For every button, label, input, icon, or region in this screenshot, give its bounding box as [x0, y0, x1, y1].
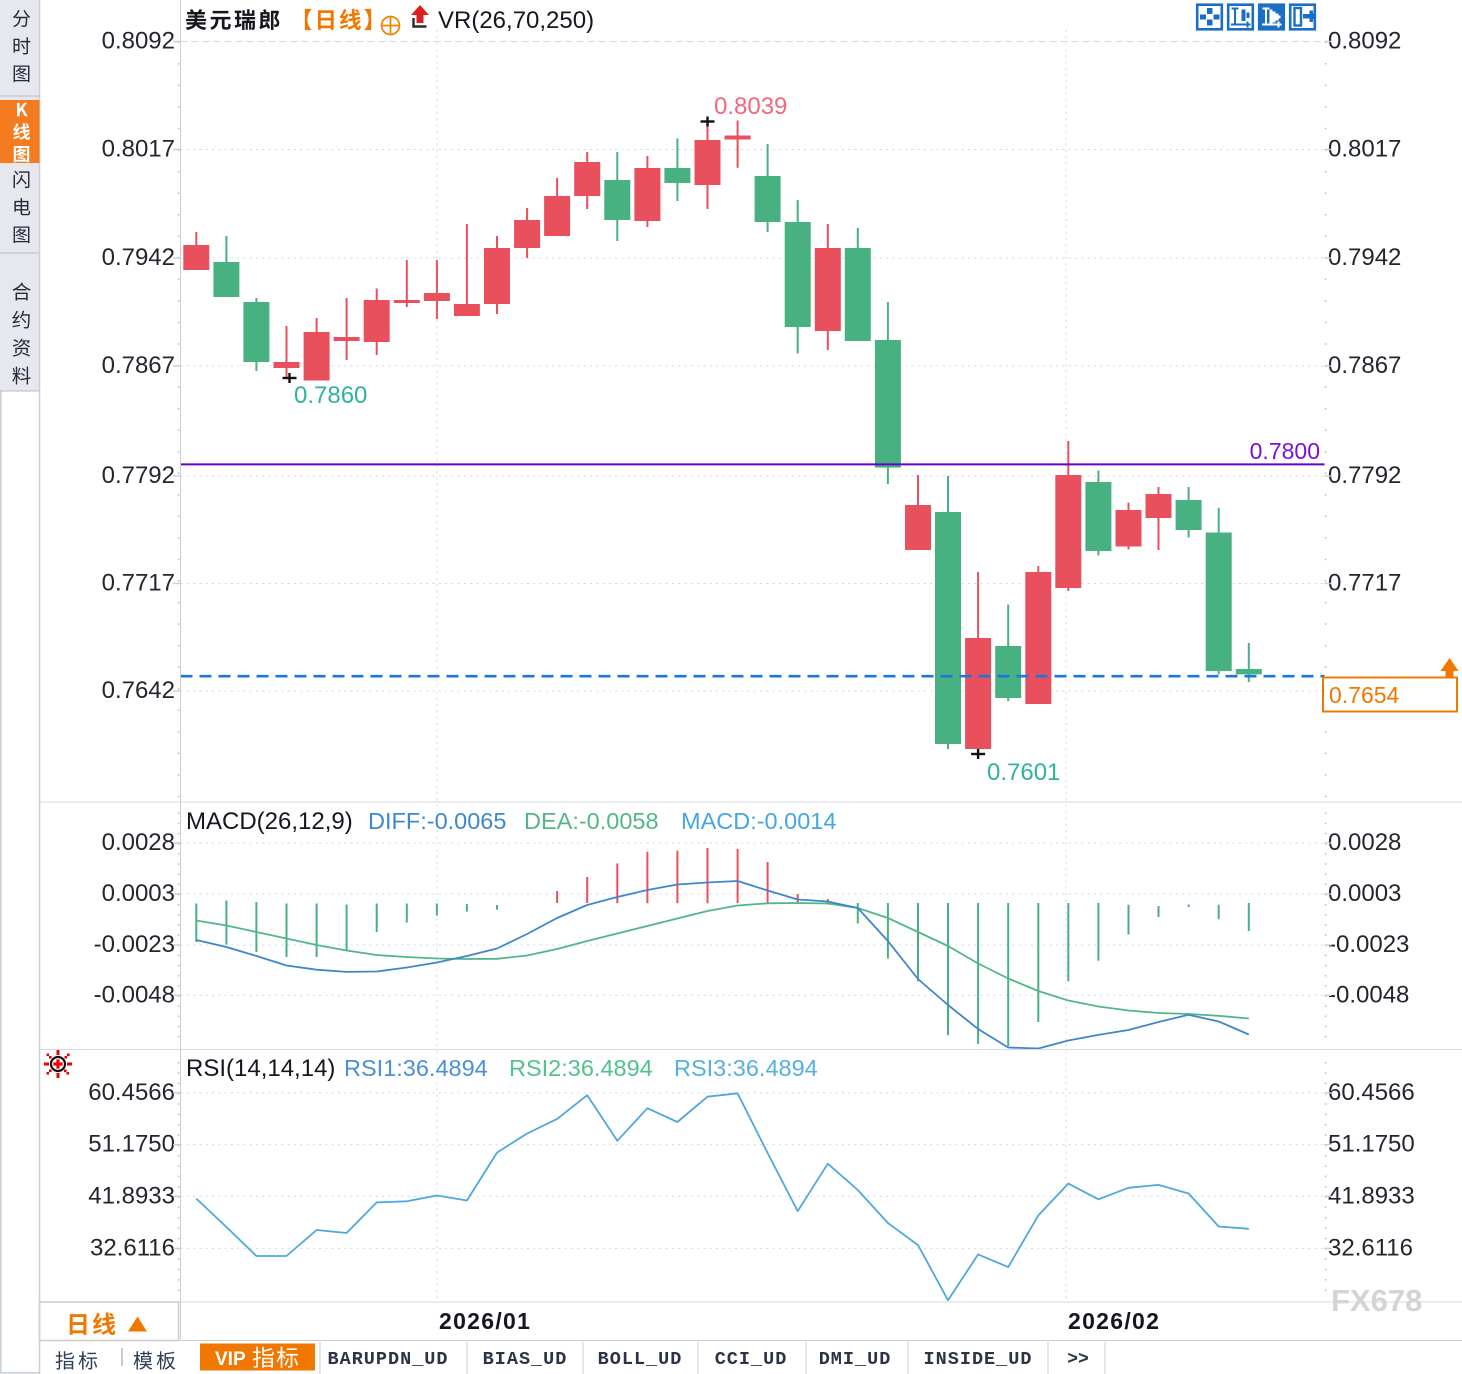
svg-text:MACD:-0.0014: MACD:-0.0014 — [681, 808, 836, 834]
svg-text:41.8933: 41.8933 — [1328, 1182, 1415, 1209]
svg-text:>>: >> — [1067, 1350, 1089, 1370]
svg-text:2026/01: 2026/01 — [439, 1308, 531, 1334]
svg-text:32.6116: 32.6116 — [1328, 1234, 1413, 1261]
svg-text:0.7601: 0.7601 — [987, 759, 1060, 786]
svg-text:0.7942: 0.7942 — [102, 244, 175, 271]
svg-text:32.6116: 32.6116 — [90, 1234, 175, 1261]
svg-text:RSI(14,14,14): RSI(14,14,14) — [186, 1055, 335, 1082]
svg-text:VR(26,70,250): VR(26,70,250) — [438, 7, 594, 34]
svg-text:0.0003: 0.0003 — [1328, 880, 1401, 907]
svg-text:DEA:-0.0058: DEA:-0.0058 — [524, 808, 659, 834]
svg-text:RSI3:36.4894: RSI3:36.4894 — [674, 1055, 818, 1081]
svg-text:RSI1:36.4894: RSI1:36.4894 — [344, 1055, 488, 1081]
svg-text:0.7654: 0.7654 — [1329, 682, 1400, 708]
svg-text:0.7860: 0.7860 — [294, 382, 367, 409]
svg-text:BIAS_UD: BIAS_UD — [483, 1349, 568, 1370]
svg-text:0.0028: 0.0028 — [102, 829, 175, 856]
svg-text:41.8933: 41.8933 — [88, 1182, 175, 1209]
svg-text:-0.0048: -0.0048 — [94, 981, 175, 1008]
svg-text:60.4566: 60.4566 — [1328, 1079, 1415, 1106]
svg-text:0.7717: 0.7717 — [102, 570, 175, 597]
svg-text:0.7942: 0.7942 — [1328, 244, 1401, 271]
svg-text:0.7792: 0.7792 — [102, 462, 175, 489]
svg-text:-0.0023: -0.0023 — [94, 931, 175, 958]
svg-text:0.7717: 0.7717 — [1328, 570, 1401, 597]
svg-text:0.7800: 0.7800 — [1250, 438, 1320, 464]
svg-text:0.0028: 0.0028 — [1328, 829, 1401, 856]
svg-text:-0.0048: -0.0048 — [1328, 981, 1409, 1008]
svg-text:0.8017: 0.8017 — [1328, 136, 1401, 163]
svg-text:FX678: FX678 — [1331, 1283, 1422, 1318]
svg-text:60.4566: 60.4566 — [88, 1079, 175, 1106]
svg-text:0.0003: 0.0003 — [102, 880, 175, 907]
svg-text:BOLL_UD: BOLL_UD — [598, 1349, 683, 1370]
svg-text:DIFF:-0.0065: DIFF:-0.0065 — [368, 808, 506, 834]
svg-text:INSIDE_UD: INSIDE_UD — [924, 1349, 1033, 1370]
svg-text:2026/02: 2026/02 — [1068, 1308, 1160, 1334]
svg-text:CCI_UD: CCI_UD — [715, 1349, 788, 1370]
svg-text:BARUPDN_UD: BARUPDN_UD — [327, 1349, 448, 1370]
svg-text:0.8092: 0.8092 — [102, 28, 175, 55]
svg-text:0.7867: 0.7867 — [102, 352, 175, 379]
svg-text:DMI_UD: DMI_UD — [819, 1349, 892, 1370]
svg-text:0.7867: 0.7867 — [1328, 352, 1401, 379]
svg-text:-0.0023: -0.0023 — [1328, 931, 1409, 958]
svg-text:51.1750: 51.1750 — [88, 1131, 175, 1158]
svg-text:RSI2:36.4894: RSI2:36.4894 — [509, 1055, 653, 1081]
svg-text:0.8017: 0.8017 — [102, 136, 175, 163]
svg-text:VIP: VIP — [215, 1349, 246, 1370]
svg-text:0.8039: 0.8039 — [714, 93, 787, 120]
svg-text:MACD(26,12,9): MACD(26,12,9) — [186, 808, 353, 835]
svg-text:51.1750: 51.1750 — [1328, 1131, 1415, 1158]
svg-text:0.7642: 0.7642 — [102, 677, 175, 704]
svg-text:0.8092: 0.8092 — [1328, 28, 1401, 55]
svg-text:0.7792: 0.7792 — [1328, 462, 1401, 489]
